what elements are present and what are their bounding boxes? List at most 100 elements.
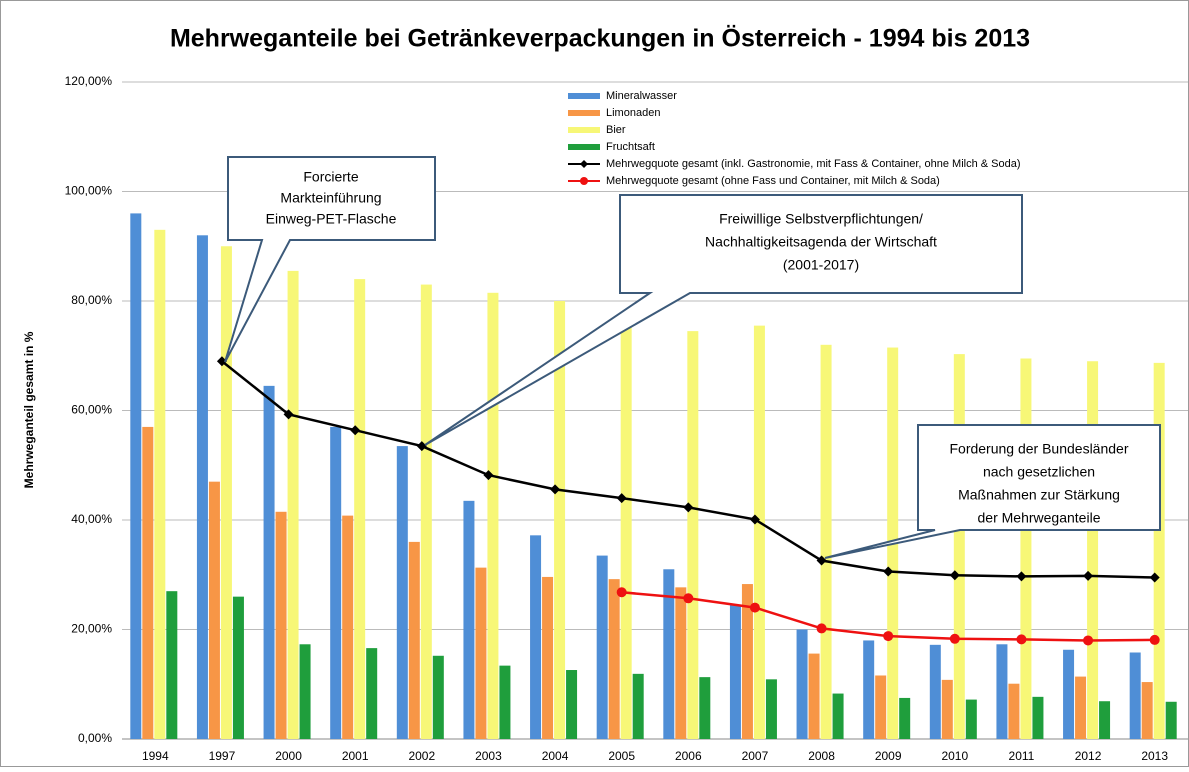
bar: [875, 675, 887, 739]
legend-label: Mineralwasser: [606, 90, 677, 102]
x-tick-label: 1994: [142, 749, 169, 763]
x-tick-label: 2012: [1075, 749, 1102, 763]
x-tick-label: 2010: [941, 749, 968, 763]
legend-swatch: [568, 127, 600, 133]
marker: [616, 493, 627, 504]
bar: [1141, 682, 1153, 739]
bar: [808, 653, 820, 739]
bar: [299, 644, 311, 739]
annotation: nach gesetzlichen: [983, 464, 1095, 480]
bar: [1020, 358, 1032, 739]
bar: [729, 604, 741, 739]
marker: [1083, 570, 1094, 581]
bar: [142, 426, 154, 739]
bar: [196, 235, 208, 740]
bar: [232, 596, 244, 739]
annotation: Maßnahmen zur Stärkung: [958, 487, 1120, 503]
bar: [996, 644, 1008, 739]
callout-box: [424, 194, 1023, 446]
marker: [1083, 635, 1094, 646]
bar: [741, 584, 753, 739]
marker: [1149, 634, 1160, 645]
legend-marker: [580, 177, 588, 185]
y-tick-label: 120,00%: [65, 74, 113, 88]
bar: [1099, 701, 1111, 739]
bar: [166, 591, 178, 739]
legend-label: Mehrwegquote gesamt (ohne Fass und Conta…: [606, 175, 940, 187]
bar: [542, 576, 554, 739]
bar: [863, 640, 875, 739]
bar: [432, 655, 444, 739]
bar: [899, 697, 911, 739]
legend-label: Limonaden: [606, 107, 660, 119]
bar: [330, 426, 342, 739]
bar: [154, 229, 166, 739]
annotation: Forcierte: [303, 169, 358, 185]
x-tick-label: 2000: [275, 749, 302, 763]
y-tick-label: 0,00%: [78, 731, 112, 745]
bar: [130, 213, 142, 739]
bar: [487, 292, 499, 739]
marker: [816, 555, 827, 566]
y-tick-label: 20,00%: [71, 622, 112, 636]
marker: [350, 425, 361, 436]
bar: [1032, 696, 1044, 739]
x-tick-label: 2013: [1141, 749, 1168, 763]
marker: [283, 409, 294, 420]
bar: [499, 665, 511, 739]
legend: Mineralwasser Limonaden Bier Fruchtsaft Mehr…: [568, 90, 1021, 187]
x-tick-label: 2003: [475, 749, 502, 763]
bar: [608, 579, 620, 739]
bar: [275, 511, 287, 739]
marker: [1016, 571, 1027, 582]
bar: [396, 446, 408, 739]
bar: [941, 679, 953, 739]
bar: [263, 385, 275, 739]
x-tick-label: 2007: [742, 749, 769, 763]
chart-title: Mehrweganteile bei Getränkeverpackungen …: [170, 24, 1030, 53]
y-tick-label: 40,00%: [71, 512, 112, 526]
marker: [483, 470, 494, 481]
bar: [596, 555, 608, 739]
bar: [620, 311, 632, 739]
bar: [1153, 362, 1165, 739]
marker: [1149, 572, 1160, 583]
marker: [683, 502, 694, 513]
marker: [883, 566, 894, 577]
bar: [832, 693, 844, 739]
bar: [554, 301, 566, 739]
y-axis-label: Mehrweganteil gesamt in %: [22, 331, 36, 488]
marker: [1016, 634, 1027, 645]
bar: [420, 284, 432, 739]
marker: [416, 441, 427, 452]
bar: [965, 699, 977, 739]
marker: [550, 484, 561, 495]
annotation: Forderung der Bundesländer: [949, 441, 1128, 457]
bar: [929, 644, 941, 739]
bar: [530, 535, 542, 739]
bar: [765, 679, 777, 739]
bar: [475, 567, 487, 739]
x-tick-label: 2004: [542, 749, 569, 763]
bar: [675, 587, 687, 739]
bar: [699, 677, 711, 739]
marker: [616, 587, 627, 598]
x-tick-label: 2011: [1009, 749, 1035, 763]
x-tick-label: 2001: [342, 749, 369, 763]
callout-box: [224, 156, 436, 363]
x-tick-label: 2005: [608, 749, 635, 763]
annotation: der Mehrweganteile: [978, 510, 1101, 526]
bar: [953, 354, 965, 739]
bar: [1129, 652, 1141, 739]
legend-swatch: [568, 144, 600, 150]
y-tick-label: 60,00%: [71, 403, 112, 417]
annotation: Einweg-PET-Flasche: [266, 211, 397, 227]
marker: [749, 514, 760, 525]
grid: 0,00% 20,00% 40,00% 60,00% 80,00% 100,00% 120,…: [65, 74, 1188, 763]
x-tick-label: 2002: [408, 749, 435, 763]
bar: [1165, 701, 1177, 739]
marker: [949, 633, 960, 644]
bar: [753, 325, 765, 739]
bar: [342, 515, 354, 739]
annotation: Markteinführung: [280, 190, 381, 206]
